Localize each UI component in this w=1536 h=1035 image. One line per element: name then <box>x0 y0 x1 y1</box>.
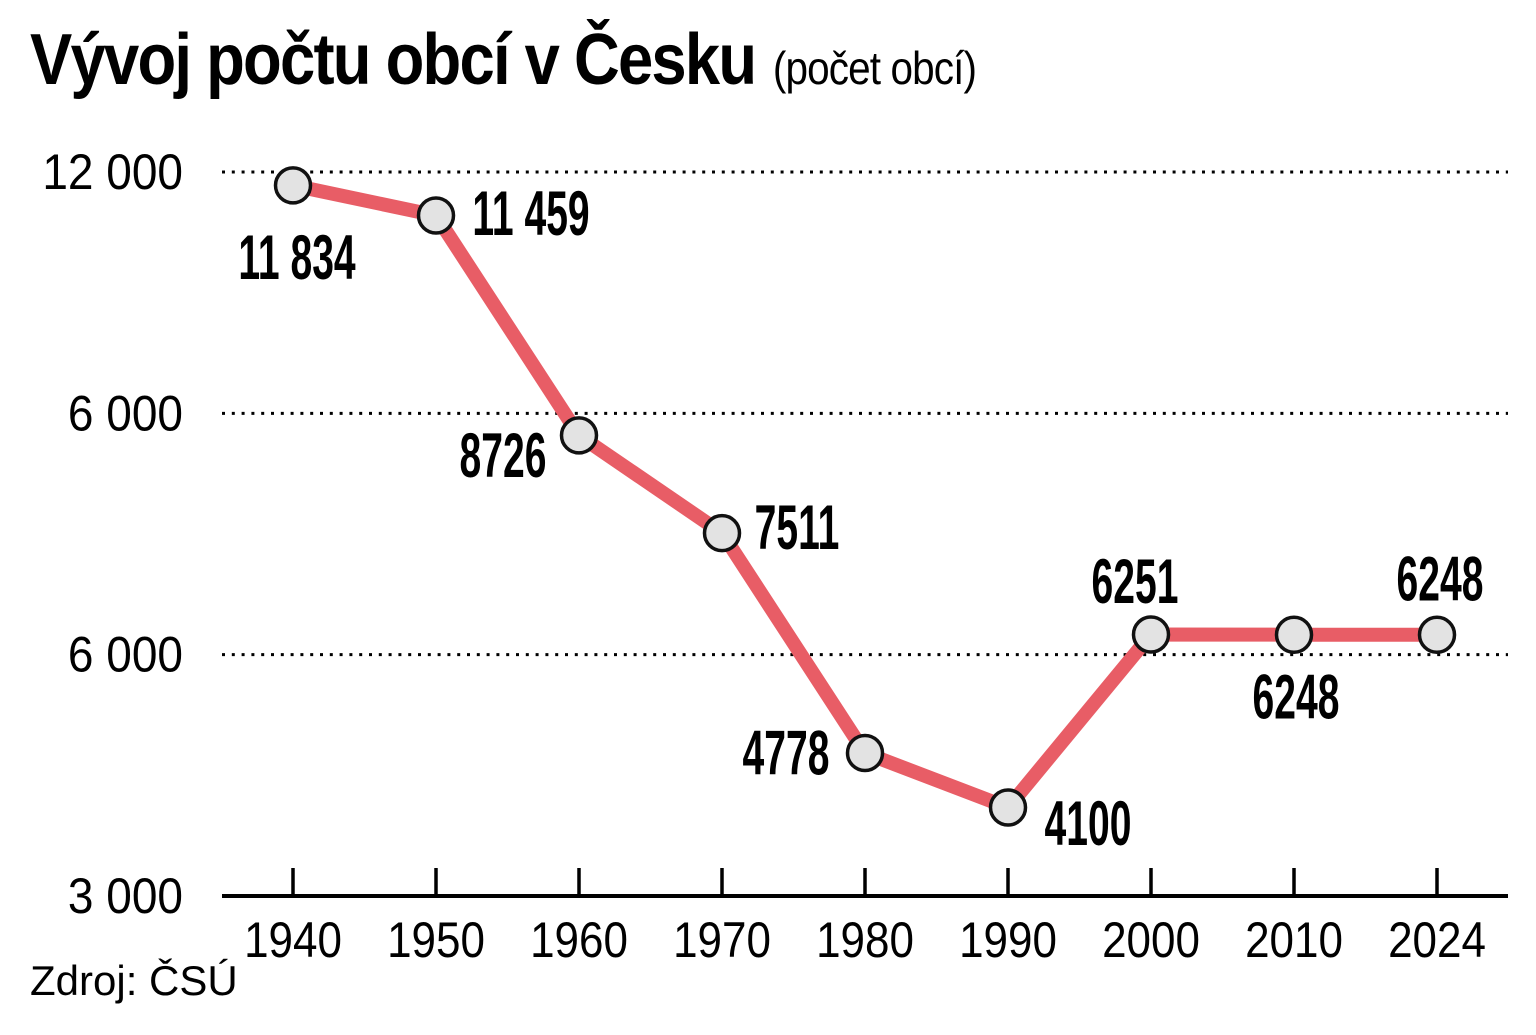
x-axis-label: 1990 <box>959 911 1057 967</box>
data-point <box>416 196 456 235</box>
data-point <box>1417 615 1457 654</box>
data-point-label: 6248 <box>1253 663 1340 733</box>
x-axis-label: 2010 <box>1245 911 1343 967</box>
data-point <box>559 416 599 455</box>
y-axis-label: 12 000 <box>42 145 183 200</box>
x-axis-label: 1960 <box>530 911 628 967</box>
data-point-label: 6248 <box>1397 545 1484 615</box>
data-point-label: 4100 <box>1045 790 1132 860</box>
data-point-label: 6251 <box>1092 548 1179 618</box>
x-axis-label: 2000 <box>1102 911 1200 967</box>
data-point-label: 7511 <box>755 494 840 564</box>
data-point <box>273 166 313 205</box>
data-point <box>988 788 1028 827</box>
data-point <box>1274 615 1314 654</box>
y-axis-label: 6 000 <box>68 628 183 683</box>
data-point <box>845 733 885 773</box>
x-axis-label: 2024 <box>1388 911 1486 967</box>
data-point-label: 8726 <box>460 422 547 492</box>
chart-subtitle: (počet obcí) <box>772 42 977 94</box>
chart-title: Vývoj počtu obcí v Česku <box>30 20 757 100</box>
data-point <box>1131 615 1171 654</box>
x-axis-label: 1970 <box>673 911 771 967</box>
x-axis-label: 1980 <box>816 911 914 967</box>
y-axis-label: 6 000 <box>68 387 183 442</box>
data-point <box>702 513 742 553</box>
y-axis-label: 3 000 <box>68 869 183 924</box>
x-axis-label: 1940 <box>244 911 342 967</box>
chart-title-block: Vývoj počtu obcí v Česku (počet obcí) <box>30 20 977 100</box>
data-point-label: 4778 <box>743 719 830 789</box>
data-point-label: 11 834 <box>238 224 355 294</box>
source-note: Zdroj: ČSÚ <box>30 957 238 1004</box>
x-axis-label: 1950 <box>387 911 485 967</box>
data-point-label: 11 459 <box>472 180 589 250</box>
